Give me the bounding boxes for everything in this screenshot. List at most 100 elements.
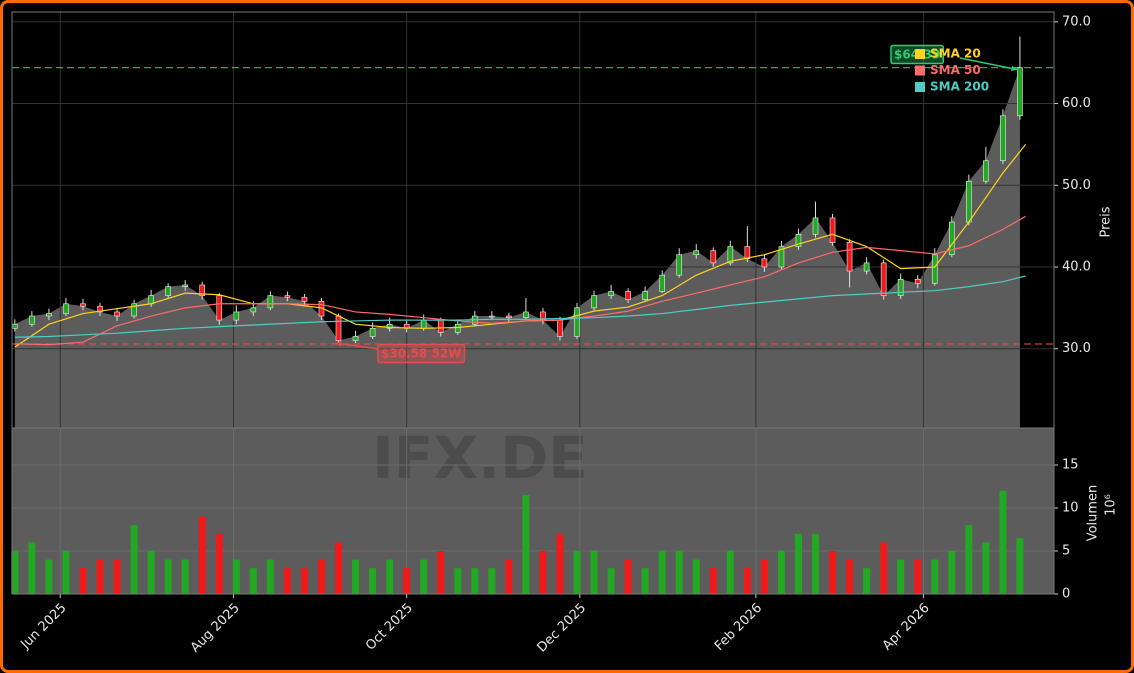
- candle-body: [795, 234, 802, 247]
- candle-body: [659, 274, 665, 292]
- volume-bar: [777, 550, 785, 594]
- legend-label: SMA 20: [930, 47, 981, 61]
- x-tick-label: Feb 2026: [712, 601, 765, 654]
- volume-bar: [846, 559, 854, 594]
- volume-bar: [914, 559, 922, 594]
- volume-bar: [386, 559, 394, 594]
- candle-body: [812, 217, 819, 235]
- candle-body: [29, 315, 35, 325]
- volume-bar: [11, 550, 19, 594]
- volume-tick-label: 10: [1062, 500, 1079, 515]
- volume-bar: [488, 568, 496, 594]
- x-tick-label: Aug 2025: [188, 601, 243, 656]
- volume-bar: [999, 490, 1007, 594]
- volume-bar: [215, 533, 223, 594]
- candle-body: [131, 303, 137, 317]
- volume-bar: [505, 559, 513, 594]
- volume-tick-label: 15: [1062, 457, 1079, 472]
- volume-bar: [624, 559, 632, 594]
- volume-bar: [863, 568, 871, 594]
- volume-bar: [982, 542, 990, 594]
- candle-body: [165, 286, 171, 296]
- candle-body: [608, 291, 614, 296]
- volume-bar: [454, 568, 462, 594]
- volume-bar: [300, 568, 308, 594]
- volume-bar: [130, 525, 138, 594]
- volume-bar: [829, 550, 837, 594]
- watermark: IFX.DE: [372, 424, 588, 492]
- candle-body: [693, 250, 700, 256]
- candle-body: [914, 278, 921, 284]
- volume-bar: [181, 559, 189, 594]
- volume-bar: [232, 559, 240, 594]
- volume-bar: [965, 525, 973, 594]
- candle-body: [761, 258, 768, 268]
- candle-body: [880, 262, 887, 296]
- volume-tick-label: 5: [1062, 543, 1070, 558]
- volume-tick-label: 0: [1062, 587, 1070, 602]
- candle-body: [182, 284, 188, 287]
- y-tick-label: 50.0: [1062, 178, 1091, 193]
- volume-bar: [897, 559, 905, 594]
- candle-body: [727, 246, 734, 264]
- y-tick-label: 30.0: [1062, 341, 1091, 356]
- candle-body: [284, 295, 291, 298]
- volume-bar: [96, 559, 104, 594]
- candle-body: [948, 221, 955, 256]
- volume-bar: [590, 550, 598, 594]
- candle-body: [1000, 115, 1006, 162]
- candle-body: [63, 303, 69, 314]
- candle-body: [301, 296, 308, 302]
- volume-bar: [573, 550, 581, 594]
- volume-bar: [147, 550, 155, 594]
- volume-bar: [658, 550, 666, 594]
- candle-body: [676, 254, 683, 276]
- volume-bar: [79, 568, 87, 594]
- y-tick-label: 70.0: [1062, 14, 1091, 29]
- candle-body: [369, 327, 376, 337]
- volume-bar: [692, 559, 700, 594]
- candle-body: [710, 250, 717, 264]
- low-52w-annotation-label: $30.58 52W: [381, 347, 461, 361]
- candle-body: [114, 311, 120, 317]
- volume-bar: [607, 568, 615, 594]
- candle-body: [267, 295, 274, 309]
- candle-body: [557, 319, 563, 337]
- volume-bar: [28, 542, 36, 594]
- candle-body: [931, 254, 938, 284]
- volume-bar: [164, 559, 172, 594]
- candle-body: [250, 307, 257, 313]
- candle-body: [983, 160, 989, 182]
- volume-axis-label: Volumen: [1086, 485, 1101, 542]
- candle-body: [574, 307, 580, 337]
- candle-body: [335, 315, 342, 341]
- candle-body: [863, 262, 870, 272]
- candle-body: [80, 303, 86, 307]
- price-area: [14, 67, 1020, 429]
- volume-bar: [675, 550, 683, 594]
- sma-line: [14, 215, 1026, 346]
- legend-marker: [915, 49, 925, 59]
- candle-body: [46, 313, 52, 317]
- x-tick-label: Dec 2025: [534, 601, 589, 656]
- volume-bar: [931, 559, 939, 594]
- candle-body: [97, 305, 103, 313]
- candle-body: [199, 284, 206, 296]
- candle-body: [591, 295, 597, 309]
- volume-bar: [522, 495, 530, 594]
- volume-bar: [266, 559, 274, 594]
- volume-bar: [760, 559, 768, 594]
- candle-body: [966, 180, 972, 223]
- candle-body: [642, 291, 648, 300]
- candle-body: [233, 311, 240, 321]
- low-52w-annotation-arrow: [334, 342, 379, 350]
- candle-body: [778, 246, 785, 268]
- candle-body: [506, 315, 512, 318]
- current-price-annotation-arrowhead: [1011, 65, 1018, 72]
- candle-body: [216, 295, 223, 321]
- volume-bar: [249, 568, 257, 594]
- candle-body: [454, 323, 461, 333]
- legend-marker: [915, 65, 925, 76]
- volume-bar: [1016, 538, 1024, 594]
